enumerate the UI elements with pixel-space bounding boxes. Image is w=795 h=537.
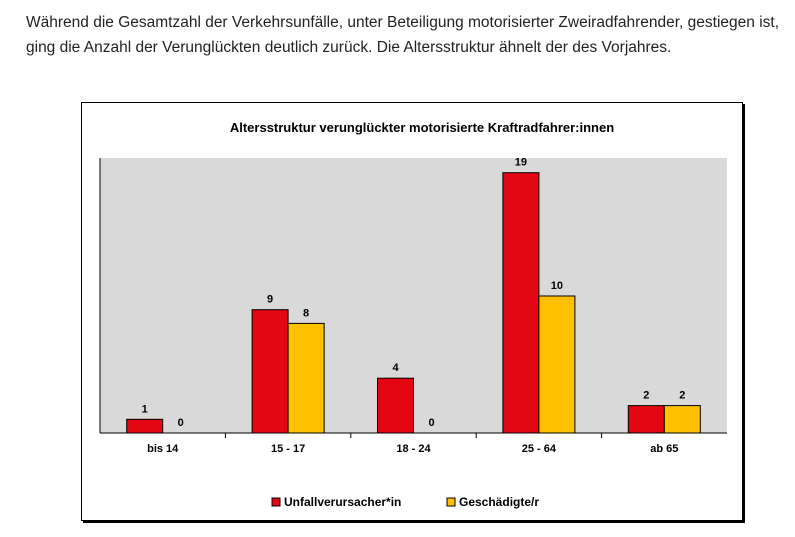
data-label: 0 [178,417,184,429]
bar-unfallverursacher-1 [251,309,289,434]
bar-geschaedigte-1 [287,322,325,434]
intro-paragraph: Während die Gesamtzahl der Verkehrsunfäl… [26,10,786,60]
intro-text: Während die Gesamtzahl der Verkehrsunfäl… [26,14,780,56]
data-label: 2 [643,390,649,402]
legend-swatch [446,497,456,507]
x-tick-label: ab 65 [650,443,678,455]
x-tick-label: 25 - 64 [522,443,557,455]
x-tick-label: 18 - 24 [396,443,431,455]
bar-geschaedigte-3 [538,295,576,434]
bar-unfallverursacher-2 [377,377,414,434]
legend-label: Geschädigte/r [459,495,539,509]
legend-swatch [271,497,281,507]
data-label: 1 [142,403,148,415]
x-tick-label: 15 - 17 [271,443,305,455]
bar-unfallverursacher-3 [502,172,540,434]
data-label: 19 [515,157,527,169]
data-label: 0 [428,417,434,429]
chart-frame: Altersstruktur verunglückter motorisiert… [81,102,743,521]
x-tick-label: bis 14 [147,443,179,455]
age-structure-chart: Altersstruktur verunglückter motorisiert… [99,120,727,509]
data-label: 4 [392,362,399,374]
legend-label: Unfallverursacher*in [284,495,401,509]
chart-title: Altersstruktur verunglückter motorisiert… [230,120,614,135]
data-label: 2 [679,390,685,402]
data-label: 8 [303,307,309,319]
bar-unfallverursacher-0 [126,418,164,434]
data-label: 9 [267,294,273,306]
bar-unfallverursacher-4 [627,405,665,434]
bar-geschaedigte-4 [663,405,701,434]
x-ticks: bis 14 15 - 17 18 - 24 25 - 64 ab 65 [147,433,678,455]
legend: Unfallverursacher*in Geschädigte/r [271,495,539,509]
data-label: 10 [551,280,563,292]
